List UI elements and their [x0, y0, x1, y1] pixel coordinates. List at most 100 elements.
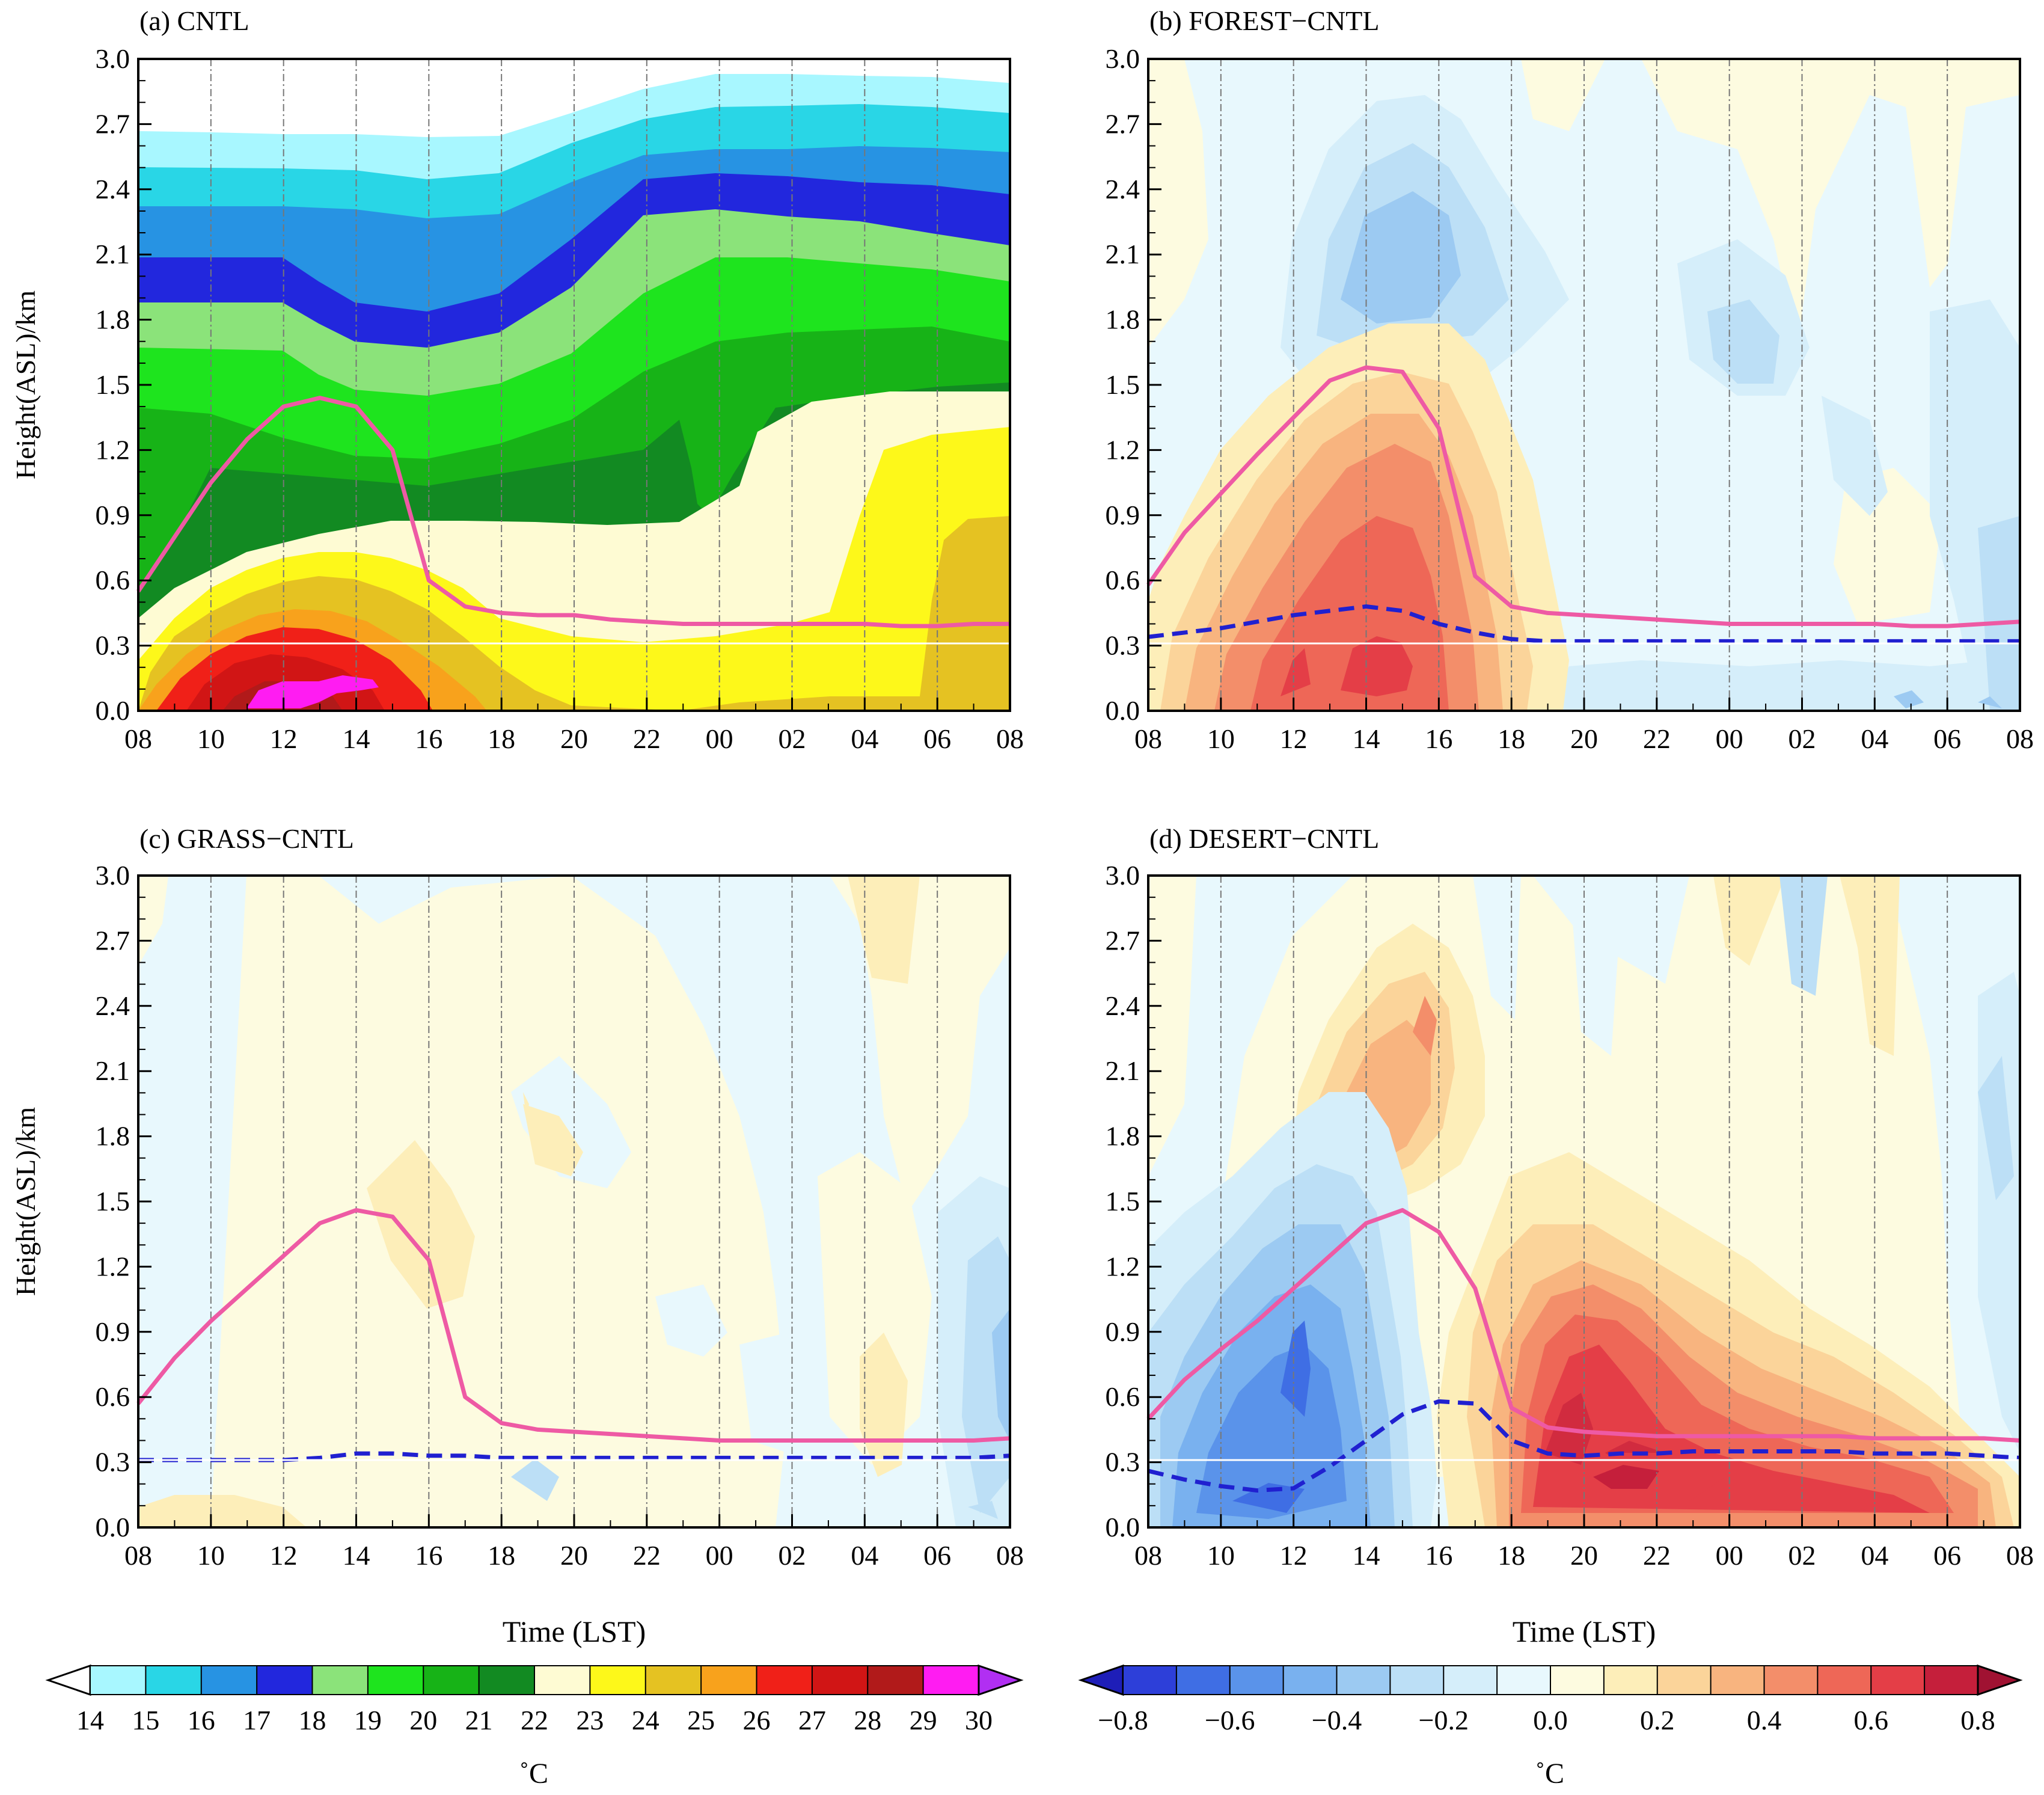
colorbar-temperature-swatch [311, 1665, 369, 1695]
panel-d-vertical-gridlines [1220, 876, 1948, 1527]
colorbar-difference-label: −0.4 [1312, 1705, 1362, 1735]
panel-d-x-tick-label: 12 [1280, 1540, 1308, 1571]
colorbar-difference-unit: ˚C [1535, 1758, 1564, 1790]
panel-a-x-tick-label: 10 [197, 723, 225, 754]
panel-c-x-tick-label: 08 [996, 1540, 1024, 1571]
colorbar-temperature-unit: ˚C [519, 1758, 548, 1790]
colorbar-temperature-label: 25 [687, 1705, 715, 1735]
panel-d-y-tick-label: 2.1 [1106, 1055, 1140, 1086]
panel-a-y-tick-label: 3.0 [96, 43, 130, 74]
panel-d-x-tick-label: 18 [1498, 1540, 1525, 1571]
colorbar-difference-swatch [1817, 1665, 1872, 1695]
panel-d-line-experiment-boundary-layer-height [1148, 1399, 2021, 1493]
panel-b-x-tick-label: 00 [1716, 723, 1743, 754]
colorbar-difference-swatch [1336, 1665, 1391, 1695]
colorbar-temperature-swatch [478, 1665, 536, 1695]
colorbar-temperature-swatch [589, 1665, 647, 1695]
panel-c-x-tick-label: 20 [560, 1540, 588, 1571]
colorbar-difference-swatch [1443, 1665, 1498, 1695]
panel-b-line-boundary-layer-height [1146, 365, 2021, 628]
colorbar-difference-label: 0.6 [1854, 1705, 1889, 1735]
panel-d-y-tick-label: 2.4 [1106, 990, 1140, 1021]
colorbar-difference-swatch [1282, 1665, 1338, 1695]
colorbar-temperature-label: 15 [132, 1705, 159, 1735]
panel-b-line-experiment-boundary-layer-height [1148, 604, 2020, 643]
panel-c-ylabel: Height(ASL)/km [10, 1107, 41, 1296]
panel-c-lines [136, 1207, 1011, 1462]
colorbar-temperature-label: 20 [409, 1705, 437, 1735]
colorbar-difference-swatch [1603, 1665, 1659, 1695]
panel-a-x-tick-label: 06 [923, 723, 951, 754]
panel-d-x-tick-label: 14 [1353, 1540, 1380, 1571]
panel-c-x-tick-label: 12 [270, 1540, 298, 1571]
panel-b-y-tick-label: 0.9 [1106, 500, 1140, 530]
colorbar-temperature-swatch [145, 1665, 203, 1695]
panel-b-x-tick-label: 22 [1643, 723, 1671, 754]
panel-c-y-tick-label: 3.0 [96, 860, 130, 891]
panel-d-xlabel: Time (LST) [1513, 1615, 1656, 1648]
panel-d-y-tick-label: 1.5 [1106, 1186, 1140, 1217]
colorbar-difference-swatch [1924, 1665, 1979, 1695]
panel-a: (a) CNTL 08 10 12 14 16 18 20 22 00 02 04 06 080.00.… [10, 5, 1024, 754]
panel-a-lines [136, 396, 1010, 645]
panel-c-x-tick-label: 16 [415, 1540, 442, 1571]
panel-c-y-tick-label: 1.5 [96, 1186, 130, 1217]
colorbar-temperature-label: 30 [965, 1705, 993, 1735]
colorbar-difference-swatch [1229, 1665, 1285, 1695]
panel-a-x-tick-label: 14 [343, 723, 370, 754]
panel-c-x-tick-label: 00 [706, 1540, 733, 1571]
panel-d-y-tick-label: 1.2 [1106, 1251, 1140, 1281]
panel-a-x-tick-label: 04 [851, 723, 878, 754]
panel-b-x-tick-label: 14 [1353, 723, 1380, 754]
panel-d: (d) DESERT−CNTL [1106, 823, 2034, 1571]
colorbar-temperature-swatch [867, 1665, 925, 1695]
panel-b-y-tick-label: 2.7 [1106, 108, 1140, 139]
panel-a-axes: 08 10 12 14 16 18 20 22 00 02 04 06 080.00.30.60.91.… [96, 43, 1024, 754]
panel-b-x-tick-label: 08 [2006, 723, 2034, 754]
panel-b-y-tick-label: 0.0 [1106, 695, 1140, 726]
colorbar-difference-swatch [1656, 1665, 1712, 1695]
panel-a-y-tick-label: 0.0 [96, 695, 130, 726]
panel-b-x-tick-label: 08 [1134, 723, 1162, 754]
panel-a-x-tick-label: 16 [415, 723, 442, 754]
panel-a-x-tick-label: 02 [779, 723, 806, 754]
panel-a-x-tick-label: 12 [270, 723, 298, 754]
panel-b-y-tick-label: 0.3 [1106, 630, 1140, 661]
panel-a-x-tick-label: 18 [488, 723, 515, 754]
panel-a-x-tick-label: 08 [996, 723, 1024, 754]
panel-a-x-tick-label: 22 [633, 723, 661, 754]
panel-a-vertical-gridlines [210, 59, 938, 711]
panel-c-y-tick-label: 0.9 [96, 1316, 130, 1347]
panel-d-y-tick-label: 0.0 [1106, 1512, 1140, 1542]
panel-c: (c) GRASS−CNTL 08 10 12 14 16 18 20 22 00 02 04 0 [10, 823, 1024, 1571]
colorbar-temperature-swatch [200, 1665, 258, 1695]
panel-d-y-tick-label: 0.3 [1106, 1447, 1140, 1477]
panel-c-x-tick-label: 14 [343, 1540, 370, 1571]
colorbar-temperature-high-arrow [978, 1664, 1024, 1696]
colorbar-temperature-label: 16 [188, 1705, 215, 1735]
panel-b-lines [1146, 365, 2021, 645]
panel-b-axes: 08 10 12 14 16 18 20 22 00 02 04 06 080.00.30.60.91.… [1106, 43, 2034, 754]
panel-c-y-tick-label: 1.8 [96, 1121, 130, 1152]
panel-d-x-tick-label: 20 [1570, 1540, 1598, 1571]
panel-d-x-tick-label: 22 [1643, 1540, 1671, 1571]
colorbar-difference-swatch [1389, 1665, 1445, 1695]
colorbar-temperature-swatch [423, 1665, 480, 1695]
panel-c-y-tick-label: 2.7 [96, 925, 130, 956]
panel-a-y-tick-label: 0.3 [96, 630, 130, 661]
colorbar-difference-swatch [1550, 1665, 1605, 1695]
panel-b-x-tick-label: 02 [1788, 723, 1816, 754]
panel-a-y-tick-label: 2.7 [96, 108, 130, 139]
panel-d-x-tick-label: 08 [2006, 1540, 2034, 1571]
colorbar-temperature-label: 23 [576, 1705, 604, 1735]
panel-a-y-tick-label: 2.4 [96, 174, 130, 204]
panel-a-y-tick-label: 0.6 [96, 565, 130, 595]
colorbar-temperature-label: 21 [465, 1705, 493, 1735]
colorbar-temperature-label: 26 [743, 1705, 771, 1735]
colorbar-temperature-label: 22 [521, 1705, 548, 1735]
colorbar-temperature-label: 19 [354, 1705, 382, 1735]
panel-c-x-tick-label: 06 [923, 1540, 951, 1571]
colorbar-difference-swatch [1122, 1665, 1178, 1695]
panel-a-y-tick-label: 0.9 [96, 500, 130, 530]
colorbar-difference-high-arrow [1977, 1664, 2023, 1696]
